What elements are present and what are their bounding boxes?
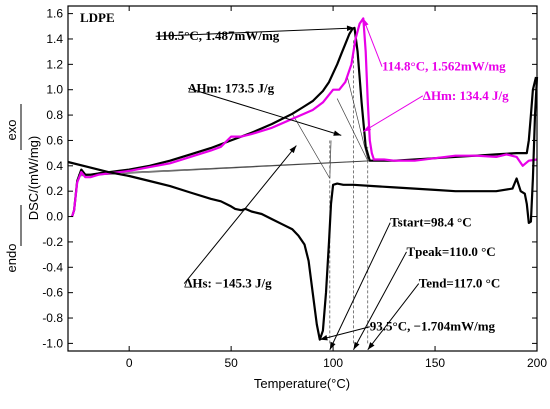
- plot-frame: [67, 5, 538, 352]
- annotation-tend: Tend=117.0 °C: [419, 276, 501, 291]
- annotation-arrow: [188, 87, 342, 136]
- annotation-arrowhead: [329, 341, 336, 350]
- y-tick-label: 1.0: [46, 83, 63, 97]
- x-tick-label: 200: [527, 356, 547, 370]
- helper-line: [347, 76, 369, 160]
- annotation-arrow: [362, 18, 383, 67]
- y-tick-label: -0.8: [42, 311, 63, 325]
- annotation-arrow: [183, 145, 297, 284]
- y-tick-label: -0.2: [42, 235, 63, 249]
- y-tick-label: 1.4: [46, 32, 63, 46]
- annotation-arrowhead: [346, 25, 355, 31]
- annotation-arrow: [329, 222, 391, 350]
- annotation-arrow: [353, 251, 407, 350]
- annotation-arrowhead: [353, 341, 360, 350]
- annotation-black_trough: 93.5°C, −1.704mW/mg: [370, 319, 496, 334]
- x-tick-label: 100: [323, 356, 343, 370]
- annotation-dhs: ΔHs: −145.3 J/g: [184, 276, 272, 291]
- chart-title: LDPE: [80, 10, 115, 25]
- annotation-dhm_magenta: ΔHm: 134.4 J/g: [423, 88, 509, 103]
- y-tick-label: -0.6: [42, 286, 63, 300]
- helper-line: [336, 98, 369, 161]
- helper-line: [329, 140, 332, 179]
- series-line-magenta-1: [71, 17, 538, 217]
- y-tick-label: 0.4: [46, 159, 63, 173]
- annotation-arrowhead: [289, 145, 297, 154]
- annotation-arrowhead: [319, 335, 328, 341]
- annotation-arrow: [363, 95, 424, 132]
- y-tick-label: -0.4: [42, 260, 63, 274]
- series-line-black-2: [67, 76, 539, 341]
- y-tick-label: 0.2: [46, 184, 63, 198]
- annotation-arrowhead: [363, 125, 372, 132]
- exo-label-group: exo: [4, 120, 19, 141]
- x-tick-label: 150: [425, 356, 445, 370]
- helper-line: [292, 113, 331, 179]
- y-axis-label: DSC/(mW/mg): [26, 136, 41, 221]
- y-tick-label: 1.6: [46, 7, 63, 21]
- annotation-tpeak: Tpeak=110.0 °C: [406, 244, 495, 259]
- helper-line: [78, 160, 374, 177]
- annotations: 110.5°C, 1.487mW/mg 114.8°C, 1.562mW/mg ΔH…: [155, 18, 509, 351]
- annotation-arrow: [319, 326, 370, 341]
- x-tick-label: 50: [224, 356, 238, 370]
- annotation-arrowhead: [333, 130, 342, 136]
- series-group: [67, 17, 539, 341]
- exo-label: exo: [4, 120, 19, 141]
- annotation-tstart: Tstart=98.4 °C: [390, 215, 471, 230]
- y-tick-label: 0.8: [46, 108, 63, 122]
- annotation-dhm_black: ΔHm: 173.5 J/g: [188, 80, 274, 95]
- annotation-arrow: [367, 283, 420, 351]
- y-tick-label: -1.0: [42, 336, 63, 350]
- annotation-arrowhead: [367, 342, 375, 350]
- annotation-arrow: [155, 27, 355, 37]
- series-line-black-0: [71, 26, 538, 217]
- y-tick-label: 0.0: [46, 210, 63, 224]
- annotation-magenta_peak: 114.8°C, 1.562mW/mg: [382, 59, 506, 74]
- y-axis-label-group: DSC/(mW/mg): [26, 136, 41, 221]
- x-axis-label: Temperature(°C): [254, 376, 350, 391]
- axis-ticks: 0 50 100 150 200 -1.0 -0.8 -0.6 -0.4 -0.2 0.0 0.2 0.…: [42, 6, 547, 370]
- x-tick-label: 0: [126, 356, 133, 370]
- endo-label-group: endo: [4, 244, 19, 273]
- annotation-black_peak: 110.5°C, 1.487mW/mg: [156, 28, 280, 43]
- annotation-arrowhead: [363, 18, 369, 27]
- y-tick-label: 1.2: [46, 57, 63, 71]
- y-tick-label: 0.6: [46, 133, 63, 147]
- endo-label: endo: [4, 244, 19, 273]
